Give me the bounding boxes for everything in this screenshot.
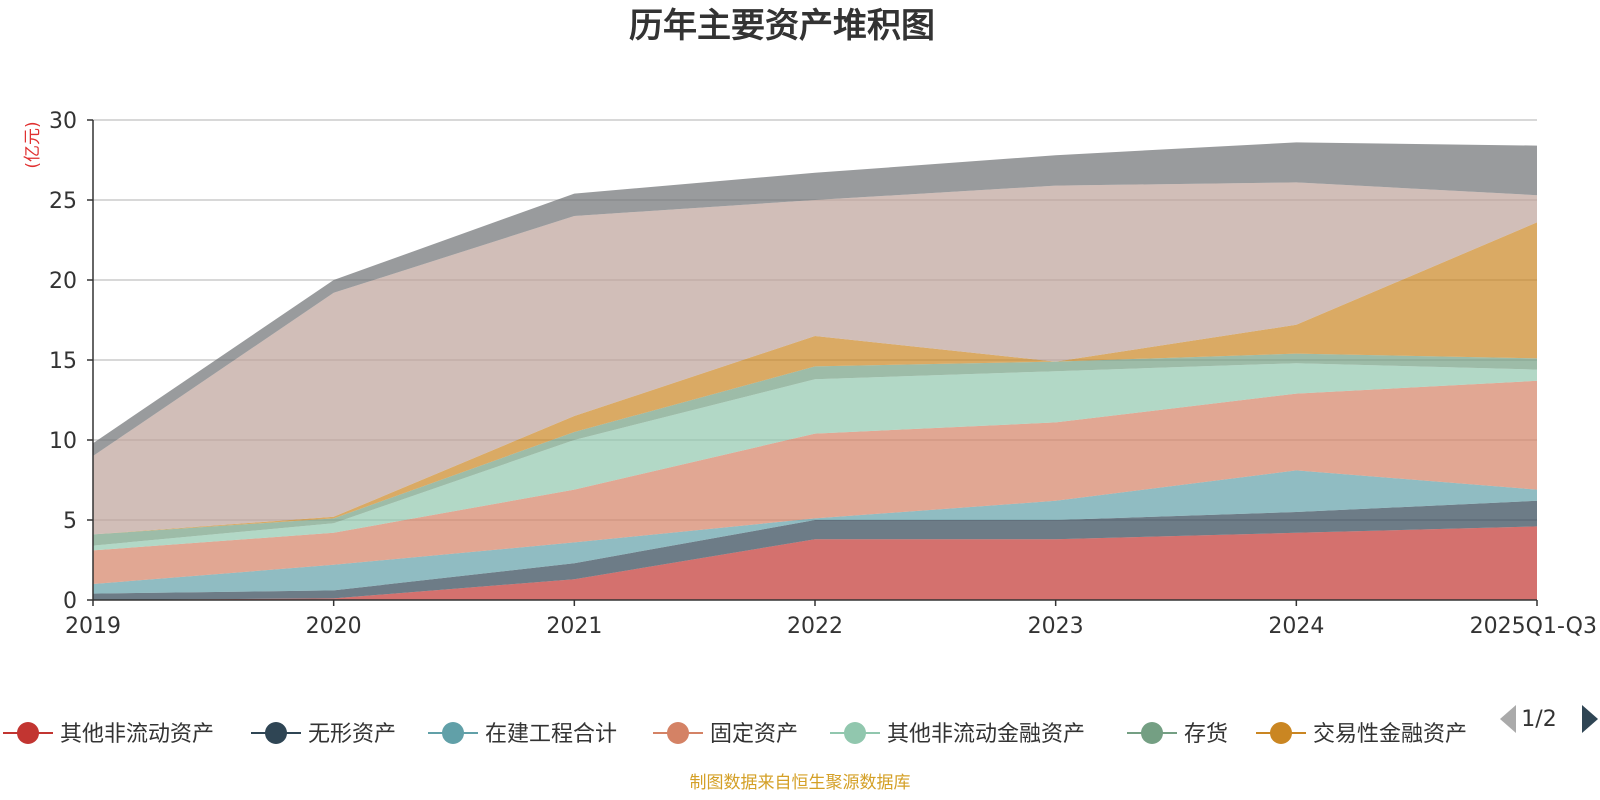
- legend-item-4[interactable]: 固定资产: [653, 722, 798, 747]
- legend-next-arrow-icon[interactable]: [1582, 705, 1598, 733]
- area-series: [93, 142, 1537, 600]
- y-tick-label-30: 30: [49, 109, 77, 134]
- y-tick-label-10: 10: [49, 429, 77, 454]
- legend-item-1[interactable]: 其他非流动资产: [3, 722, 214, 747]
- legend-label-3: 在建工程合计: [485, 722, 617, 747]
- legend-label-6: 存货: [1184, 722, 1228, 747]
- legend-marker-1: [17, 722, 39, 744]
- x-axis-ticks: 2019 2020 2021 2022 2023 2024 2025Q1-Q3: [65, 600, 1597, 639]
- y-axis-unit: (亿元): [23, 121, 43, 168]
- chart-title: 历年主要资产堆积图: [629, 6, 935, 46]
- y-tick-label-15: 15: [49, 349, 77, 374]
- legend-marker-6: [1141, 722, 1163, 744]
- area-series-3: [93, 470, 1537, 594]
- legend-marker-7: [1270, 722, 1292, 744]
- legend-marker-5: [844, 722, 866, 744]
- y-axis-ticks: 0 5 10 15 20 25 30: [49, 109, 93, 614]
- legend-item-3[interactable]: 在建工程合计: [428, 722, 617, 747]
- data-source-note: 制图数据来自恒生聚源数据库: [690, 773, 911, 793]
- area-series-4: [93, 380, 1537, 584]
- legend-page-indicator: 1/2: [1521, 707, 1556, 732]
- y-tick-label-25: 25: [49, 189, 77, 214]
- legend-item-7[interactable]: 交易性金融资产: [1256, 722, 1467, 747]
- legend-label-5: 其他非流动金融资产: [887, 722, 1085, 747]
- legend-marker-3: [442, 722, 464, 744]
- x-tick-label-6: 2025Q1-Q3: [1470, 614, 1597, 639]
- area-series-9: [93, 142, 1537, 456]
- x-tick-label-5: 2024: [1268, 614, 1324, 639]
- area-series-5: [93, 363, 1537, 551]
- y-tick-label-0: 0: [63, 589, 77, 614]
- legend-label-1: 其他非流动资产: [60, 722, 214, 747]
- legend-prev-arrow-icon[interactable]: [1500, 705, 1516, 733]
- legend-item-5[interactable]: 其他非流动金融资产: [830, 722, 1085, 747]
- legend-label-4: 固定资产: [710, 722, 798, 747]
- legend-pager: 1/2: [1500, 705, 1598, 733]
- legend-marker-2: [265, 722, 287, 744]
- x-tick-label-3: 2022: [787, 614, 843, 639]
- y-tick-label-5: 5: [63, 509, 77, 534]
- x-tick-label-1: 2020: [306, 614, 362, 639]
- area-series-1: [93, 526, 1537, 600]
- area-series-2: [93, 500, 1537, 600]
- y-tick-label-20: 20: [49, 269, 77, 294]
- x-tick-label-0: 2019: [65, 614, 121, 639]
- legend-label-7: 交易性金融资产: [1313, 722, 1467, 747]
- legend-item-6[interactable]: 存货: [1127, 722, 1228, 747]
- x-tick-label-4: 2023: [1028, 614, 1084, 639]
- legend-item-2[interactable]: 无形资产: [251, 722, 396, 747]
- area-series-8: [93, 182, 1537, 535]
- legend-label-2: 无形资产: [308, 722, 396, 747]
- x-tick-label-2: 2021: [546, 614, 602, 639]
- area-series-6: [93, 353, 1537, 546]
- legend-marker-4: [667, 722, 689, 744]
- legend: 其他非流动资产 无形资产 在建工程合计 固定资产 其他非流动金融资产 存货 交易性金融资产: [3, 722, 1467, 747]
